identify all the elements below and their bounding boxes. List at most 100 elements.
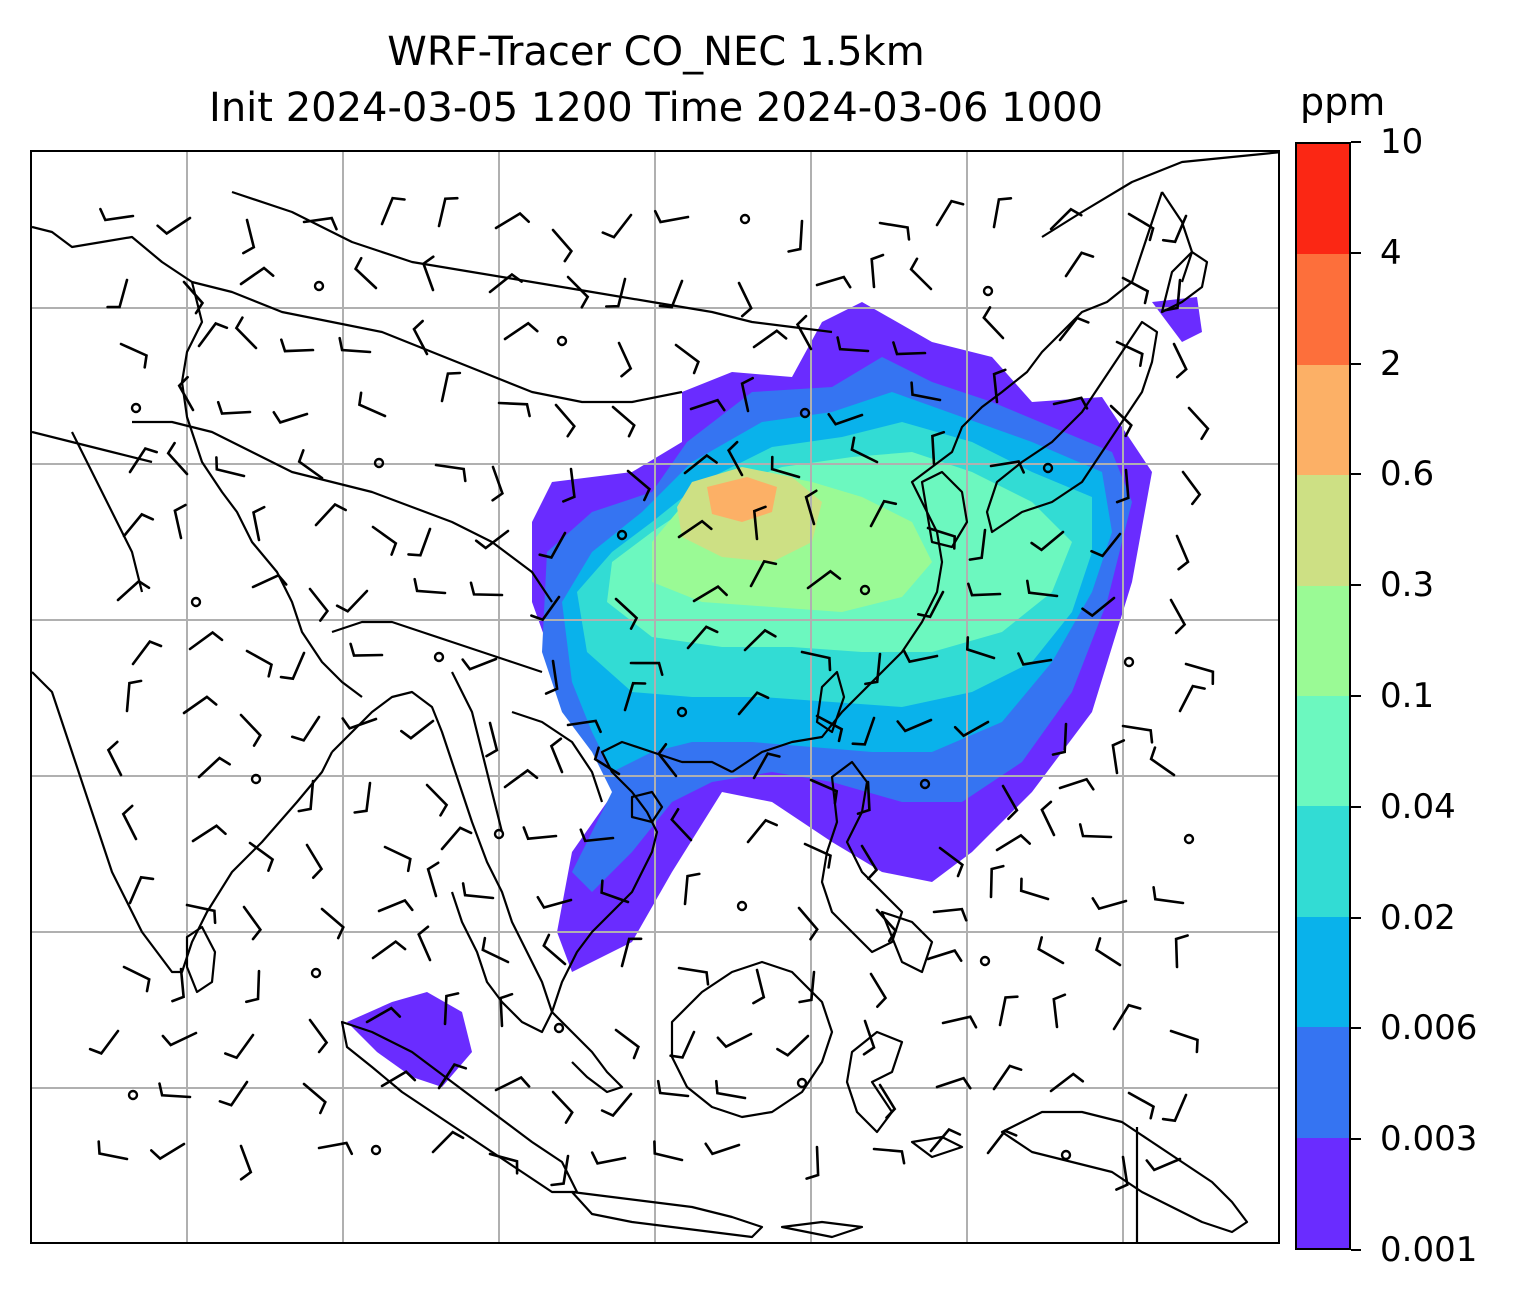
wind-barb <box>749 559 778 588</box>
wind-barb <box>566 719 602 734</box>
calm-wind-marker <box>736 900 748 912</box>
calm-wind-marker <box>190 596 202 608</box>
wind-barb <box>872 1147 906 1165</box>
wind-barb <box>536 895 573 910</box>
wind-barb <box>605 277 627 308</box>
wind-barb <box>862 1019 876 1056</box>
coastline-segment <box>340 1020 579 1194</box>
wind-barb <box>869 972 888 1008</box>
wind-barb <box>158 1082 192 1099</box>
calm-wind-marker <box>313 280 325 292</box>
wind-barb <box>182 695 218 715</box>
wind-barb <box>935 1076 972 1090</box>
wind-barb <box>1094 937 1122 967</box>
wind-barb <box>488 272 523 294</box>
colorbar-tick-label: 0.006 <box>1380 1008 1478 1049</box>
calm-wind-marker <box>370 1144 382 1156</box>
wind-barb <box>929 1127 962 1153</box>
coastline-segment <box>1000 1110 1249 1234</box>
coastline-segment <box>132 420 553 603</box>
wind-barb <box>809 778 839 805</box>
wind-barb <box>989 460 1025 474</box>
wind-barb <box>932 907 968 922</box>
wind-barb <box>239 713 262 747</box>
wind-barb <box>434 463 467 483</box>
wind-barb <box>542 933 567 966</box>
coastline-segment <box>451 671 504 833</box>
map-panel <box>30 150 1280 1244</box>
coastline-segment <box>191 280 683 404</box>
colorbar-tick-label: 0.3 <box>1380 565 1435 606</box>
coastline-segment <box>920 470 969 549</box>
colorbar-segment <box>1297 585 1349 696</box>
wind-barb <box>425 783 449 817</box>
wind-barb <box>953 720 990 738</box>
wind-barb <box>1145 1157 1182 1172</box>
wind-barb <box>670 808 693 842</box>
wind-barb <box>1019 877 1050 901</box>
wind-barb <box>926 526 957 550</box>
wind-barb <box>677 519 713 539</box>
wind-barb <box>308 1018 329 1054</box>
wind-barb <box>99 207 135 222</box>
calm-wind-marker <box>433 651 445 663</box>
wind-barb <box>380 1070 417 1088</box>
coastline-segment <box>880 910 934 974</box>
map-gridlines <box>32 152 1278 1242</box>
wind-barb <box>245 969 261 1004</box>
wind-barb <box>371 939 407 960</box>
wind-barb <box>431 1130 465 1154</box>
wind-barb <box>795 314 813 351</box>
calm-wind-marker <box>373 457 385 469</box>
wind-barb <box>683 872 701 906</box>
wind-barb <box>1175 534 1190 571</box>
wind-barb <box>797 906 819 941</box>
wind-barb <box>704 1142 741 1156</box>
wind-barb <box>1051 722 1068 756</box>
colorbar-tick-label: 0.003 <box>1380 1119 1478 1160</box>
wind-barb <box>590 1151 627 1165</box>
wind-barb <box>917 590 945 619</box>
wind-barb <box>290 715 321 742</box>
wind-barbs <box>88 196 1215 1191</box>
calm-wind-marker <box>556 335 568 347</box>
wind-barb <box>544 659 559 695</box>
co-tracer-plume <box>347 297 1202 1087</box>
wind-barb <box>875 908 898 943</box>
wind-barb <box>461 657 498 671</box>
colorbar-tick-label: 0.02 <box>1380 897 1456 938</box>
wind-barb <box>623 681 647 712</box>
wind-barb <box>787 219 804 253</box>
wind-barb <box>986 1129 1018 1155</box>
wind-barb <box>617 341 633 378</box>
wind-barb <box>1017 652 1053 666</box>
wind-barb <box>121 804 138 841</box>
wind-barb <box>161 1031 198 1047</box>
wind-barb <box>494 211 530 230</box>
coastline-segment <box>731 191 1164 773</box>
wind-barb <box>488 1152 519 1175</box>
colorbar-tick-label: 0.1 <box>1380 676 1435 716</box>
coastline-segment <box>32 225 363 698</box>
wind-barb <box>279 651 306 681</box>
wind-barb <box>494 1075 531 1092</box>
wind-barb <box>371 525 398 556</box>
wind-barb <box>878 221 911 241</box>
wind-barb <box>522 826 558 841</box>
wind-barb <box>1127 1091 1155 1120</box>
wind-barb <box>850 436 879 464</box>
wind-barb <box>97 1140 129 1161</box>
wind-barb <box>1030 530 1065 552</box>
wind-barb <box>836 336 870 353</box>
wind-barb <box>239 266 275 286</box>
wind-barb <box>629 661 664 676</box>
wind-barb <box>530 595 561 622</box>
wind-barb <box>752 968 766 1005</box>
wind-barb <box>443 992 460 1026</box>
calm-wind-marker <box>1123 656 1135 668</box>
colorbar-segment <box>1297 805 1349 917</box>
plume-level-0.001 <box>347 992 472 1087</box>
wind-barb <box>365 1006 402 1024</box>
wind-barb <box>551 228 574 263</box>
wind-barb <box>280 338 315 353</box>
